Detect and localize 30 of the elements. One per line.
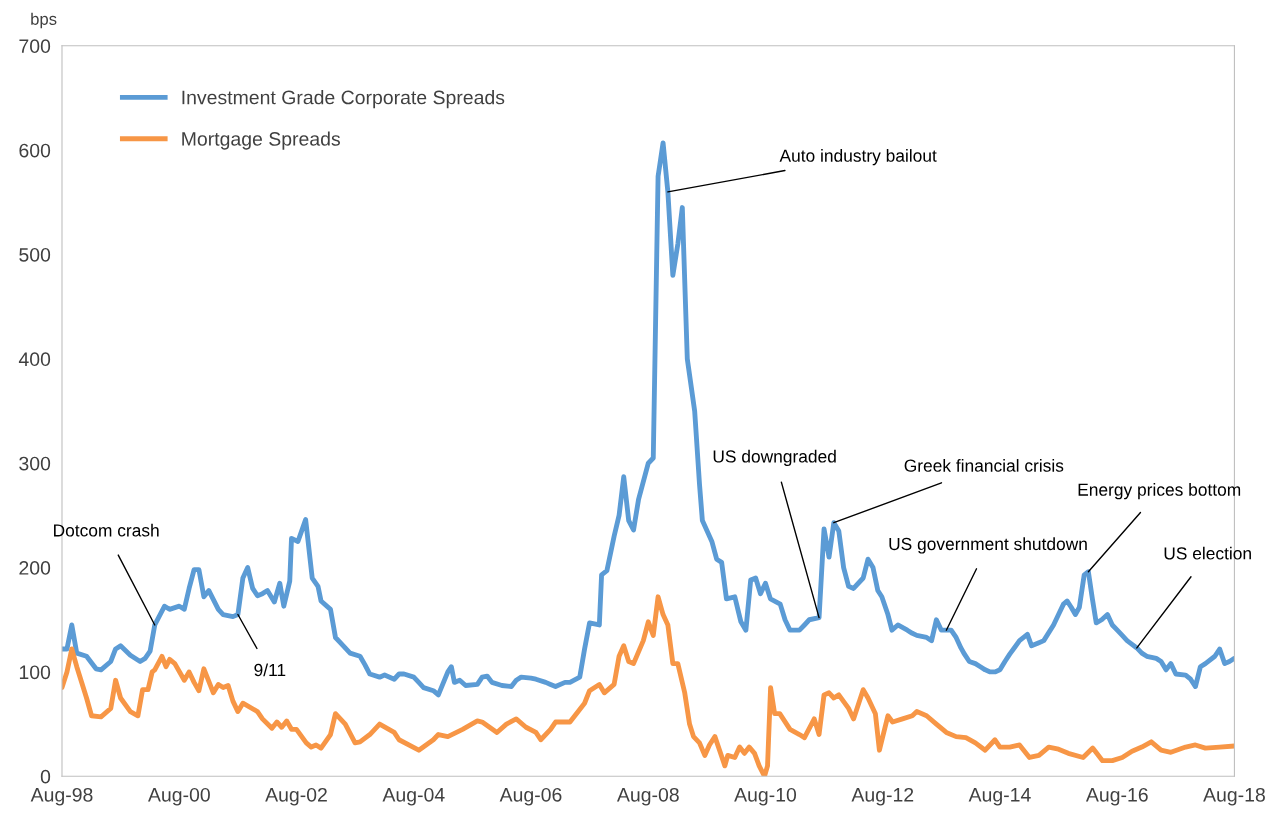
legend-label: Mortgage Spreads [182,131,340,150]
annotation: Energy prices bottom [1078,483,1241,500]
annotation: Dotcom crash [54,523,159,537]
x-tick-label: Aug-04 [382,787,445,806]
x-tick-label: Aug-12 [851,787,914,806]
x-tick-label: Aug-02 [265,787,327,806]
annotation: Auto industry bailout [779,149,937,166]
x-tick-label: Aug-10 [734,787,797,806]
annotation: 9/11 [254,663,286,677]
y-tick-label: 300 [19,456,51,471]
y-tick-label: 400 [18,352,51,367]
y-tick-label: 500 [19,247,51,262]
y-tick-label: 100 [19,665,51,680]
y-tick-label: 600 [19,143,51,158]
legend-label: Investment Grade Corporate Spreads [182,90,505,109]
x-tick-label: Aug-08 [616,787,679,806]
annotation: US election [1164,546,1251,560]
annotation: Greek financial crisis [904,459,1064,472]
y-tick-label: 0 [40,769,51,784]
annotation: US downgraded [713,449,836,467]
annotation: US government shutdown [889,537,1087,554]
x-tick-label: Aug-06 [499,787,562,806]
y-tick-label: 200 [19,561,51,575]
x-tick-label: Aug-98 [30,787,93,806]
y-tick-label: 700 [19,39,51,54]
x-tick-label: Aug-00 [148,787,210,806]
x-tick-label: Aug-16 [1085,787,1148,806]
y-axis-title: bps [31,12,57,29]
x-tick-label: Aug-14 [968,788,1031,806]
x-tick-label: Aug-18 [1203,787,1265,806]
